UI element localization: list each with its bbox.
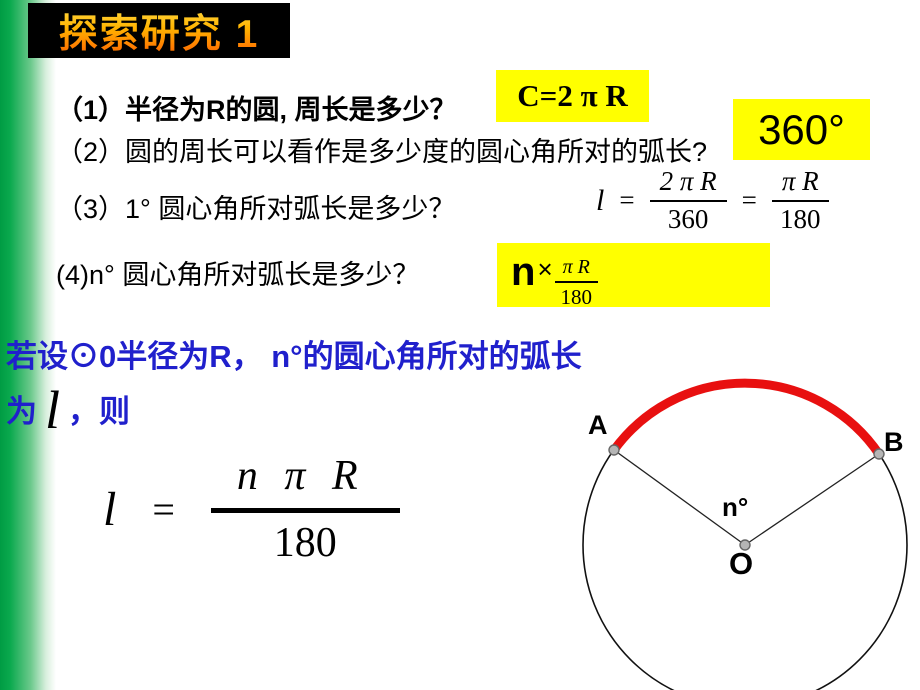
fraction-numerator: π R: [554, 256, 598, 283]
angle-label: n°: [722, 492, 749, 522]
center-o-dot: [739, 539, 751, 551]
statement-line2: 为 l ，则: [6, 373, 131, 440]
fraction-denominator: 360: [667, 204, 709, 234]
arc-length-symbol: l: [45, 380, 61, 440]
formula-lhs: l: [596, 183, 605, 217]
fraction-numerator: 2 π R: [649, 166, 727, 202]
point-a-dot: [608, 444, 620, 456]
equals-sign: =: [741, 185, 757, 215]
title-banner: 探索研究 1: [28, 3, 290, 58]
circle-diagram: [582, 378, 908, 690]
question-4: (4)n° 圆心角所对弧长是多少？: [56, 260, 420, 290]
answer-ndeg-highlight: n × π R 180: [497, 243, 770, 310]
center-label: O: [729, 546, 754, 581]
red-arc: [609, 378, 884, 459]
statement-line1: 若设⊙0半径为R， n°的圆心角所对的弧长: [6, 339, 582, 374]
fraction-npiR-180: n π R 180: [210, 452, 400, 567]
n-symbol: n: [511, 250, 536, 294]
question-3: （3）1° 圆心角所对弧长是多少？: [56, 194, 456, 224]
ndeg-expression: n × π R 180: [497, 243, 770, 310]
question-2: （2）圆的周长可以看作是多少度的圆心角所对的弧长?: [56, 137, 708, 167]
fraction-piR-180: π R 180: [771, 166, 829, 235]
point-label-b: B: [884, 427, 904, 457]
degrees-value: 360°: [758, 105, 845, 153]
green-gradient-bar: [0, 0, 56, 690]
equals-sign: =: [152, 487, 175, 532]
arc-length-formula: l = n π R 180: [103, 452, 400, 567]
point-label-a: A: [588, 410, 608, 440]
fraction-denominator: 180: [779, 204, 821, 234]
fraction-piR-180: π R 180: [554, 256, 598, 310]
fraction-numerator: n π R: [210, 452, 400, 513]
one-degree-arc-formula: l = 2 π R 360 = π R 180: [596, 166, 829, 235]
equals-sign: =: [619, 185, 635, 215]
circumference-formula: C=2 π R: [517, 78, 628, 113]
fraction-denominator: 180: [560, 285, 593, 309]
answer-degrees-highlight: 360°: [733, 99, 870, 160]
question-1: （1）半径为R的圆, 周长是多少？: [56, 95, 457, 125]
fraction-numerator: π R: [771, 166, 829, 202]
multiply-sign: ×: [537, 254, 553, 284]
statement-suffix: ，则: [68, 394, 131, 429]
answer-circumference-highlight: C=2 π R: [496, 70, 649, 122]
radius-ob: [744, 453, 880, 546]
formula-lhs: l: [103, 483, 117, 536]
slide-title: 探索研究 1: [59, 3, 260, 59]
fraction-2piR-360: 2 π R 360: [649, 166, 727, 235]
fraction-denominator: 180: [273, 520, 337, 566]
point-b-dot: [873, 448, 885, 460]
statement-prefix: 为: [6, 394, 37, 429]
radius-oa: [613, 449, 746, 546]
